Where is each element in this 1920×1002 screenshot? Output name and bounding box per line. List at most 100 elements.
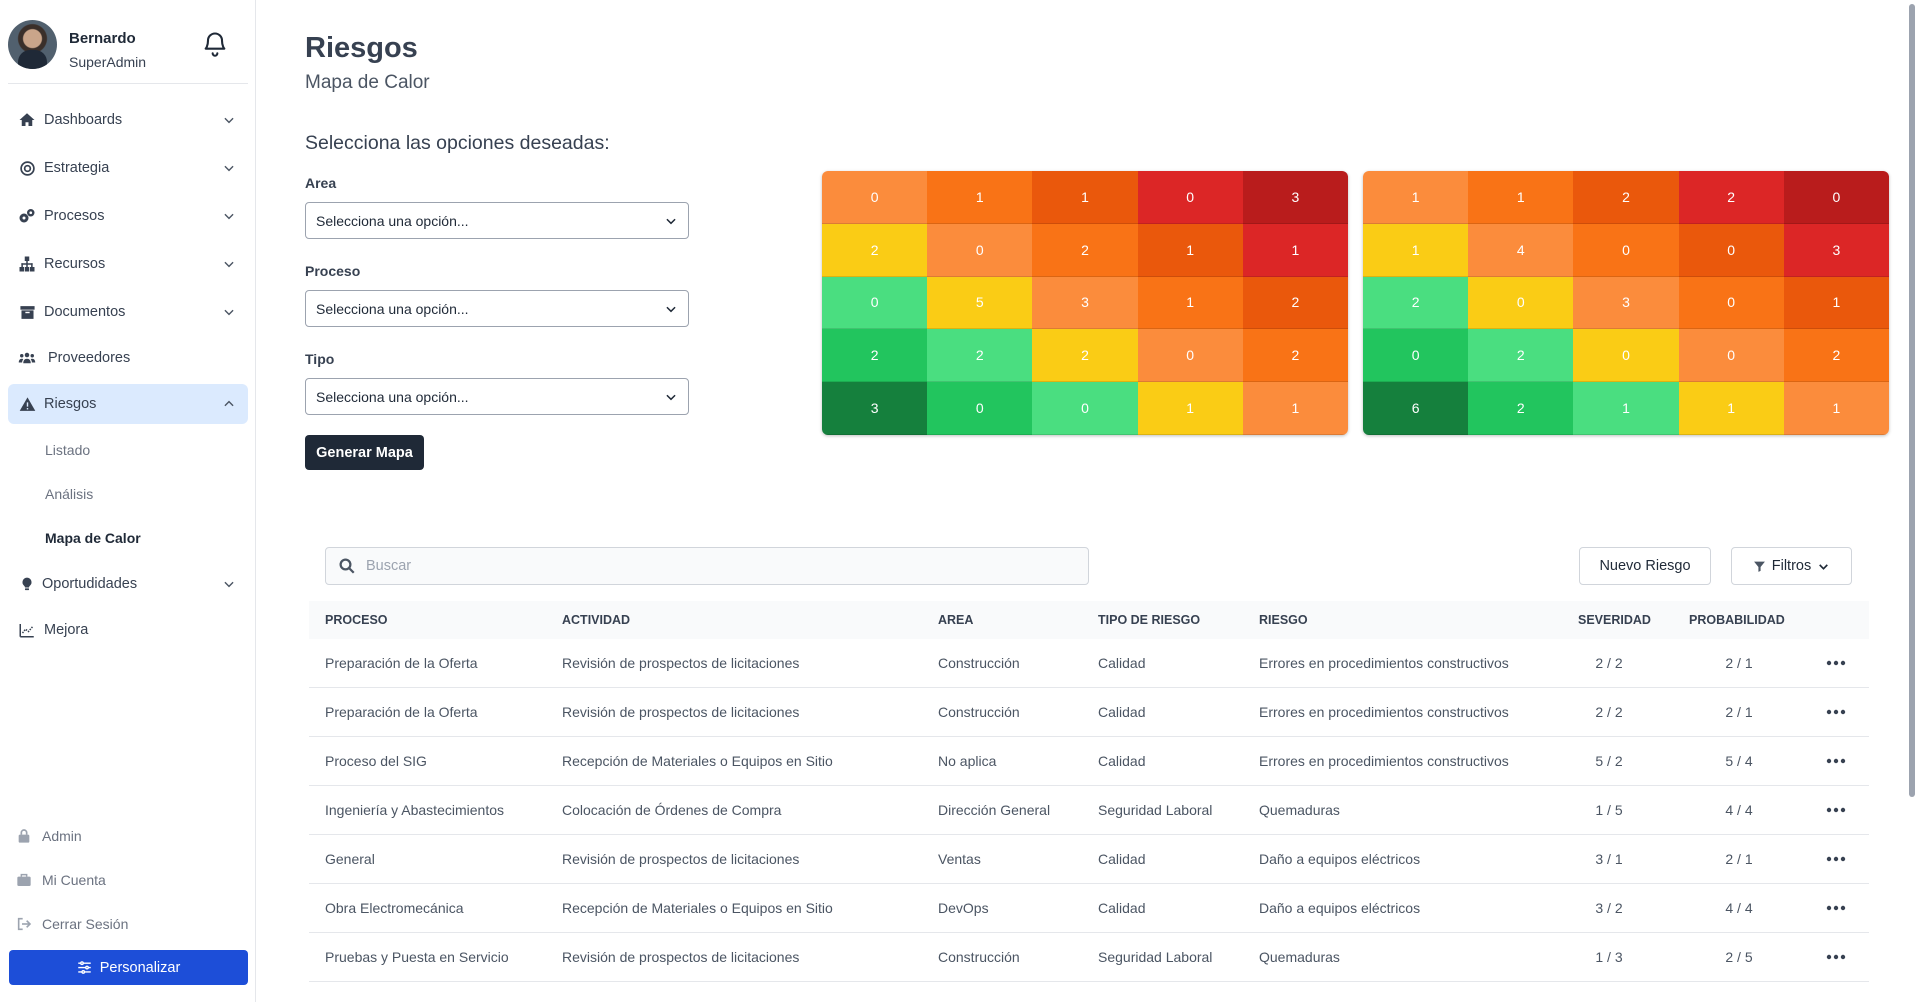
tipo-select[interactable]: Selecciona una opción... <box>305 378 689 415</box>
column-header-area[interactable]: AREA <box>938 613 974 627</box>
column-header-probabilidad[interactable]: PROBABILIDAD <box>1689 613 1785 627</box>
heatmap-cell[interactable]: 2 <box>1032 223 1138 277</box>
personalize-button[interactable]: Personalizar <box>9 950 248 985</box>
heatmap-cell[interactable]: 1 <box>1783 382 1889 435</box>
filters-button[interactable]: Filtros <box>1731 547 1852 585</box>
scrollbar[interactable] <box>1909 4 1915 797</box>
heatmap-cell[interactable]: 1 <box>1032 171 1138 224</box>
heatmap-cell[interactable]: 0 <box>1032 382 1138 435</box>
heatmap-cell[interactable]: 2 <box>1032 329 1138 383</box>
heatmap-cell[interactable]: 2 <box>1242 329 1348 383</box>
heatmap-cell[interactable]: 1 <box>1137 382 1243 435</box>
heatmap-cell[interactable]: 2 <box>1363 276 1469 330</box>
heatmap-cell[interactable]: 0 <box>1678 329 1784 383</box>
heatmap-cell[interactable]: 3 <box>1242 171 1348 224</box>
heatmap-cell[interactable]: 2 <box>1242 276 1348 330</box>
table-row[interactable]: Obra Electromecánica Recepción de Materia… <box>309 884 1869 933</box>
table-row[interactable]: General Revisión de prospectos de licitac… <box>309 835 1869 884</box>
sidebar-item-dashboards[interactable]: Dashboards <box>8 100 248 140</box>
heatmap-cell[interactable]: 0 <box>1573 223 1679 277</box>
heatmap-cell[interactable]: 1 <box>1242 223 1348 277</box>
heatmap-cell[interactable]: 3 <box>822 382 928 435</box>
more-options-icon[interactable] <box>1826 706 1846 718</box>
column-header-tipo-de-riesgo[interactable]: TIPO DE RIESGO <box>1098 613 1201 627</box>
sidebar-item-cerrar-sesion[interactable]: Cerrar Sesión <box>8 908 248 940</box>
bell-icon[interactable] <box>201 30 229 58</box>
avatar[interactable] <box>8 20 57 69</box>
heatmap-cell[interactable]: 6 <box>1363 382 1469 435</box>
heatmap-cell[interactable]: 0 <box>1137 171 1243 224</box>
proceso-select[interactable]: Selecciona una opción... <box>305 290 689 327</box>
heatmap-cell[interactable]: 1 <box>1137 223 1243 277</box>
column-header-proceso[interactable]: PROCESO <box>325 613 388 627</box>
table-cell: Construcción <box>938 949 1020 965</box>
heatmap-cell[interactable]: 4 <box>1468 223 1574 277</box>
heatmap-cell[interactable]: 2 <box>1468 382 1574 435</box>
heatmap-cell[interactable]: 2 <box>1783 329 1889 383</box>
sidebar-item-estrategia[interactable]: Estrategia <box>8 148 248 188</box>
heatmap-cell[interactable]: 1 <box>1363 223 1469 277</box>
heatmap-cell[interactable]: 0 <box>822 276 928 330</box>
more-options-icon[interactable] <box>1826 755 1846 767</box>
sidebar-item-mi-cuenta[interactable]: Mi Cuenta <box>8 864 248 896</box>
heatmap-cell[interactable]: 2 <box>927 329 1033 383</box>
heatmap-cell[interactable]: 1 <box>1678 382 1784 435</box>
more-options-icon[interactable] <box>1826 951 1846 963</box>
heatmap-cell[interactable]: 1 <box>927 171 1033 224</box>
sidebar-item-recursos[interactable]: Recursos <box>8 244 248 284</box>
more-options-icon[interactable] <box>1826 853 1846 865</box>
heatmap-cell[interactable]: 0 <box>1137 329 1243 383</box>
more-options-icon[interactable] <box>1826 804 1846 816</box>
sidebar-subitem-analisis[interactable]: Análisis <box>45 486 94 502</box>
heatmap-cell[interactable]: 2 <box>822 223 928 277</box>
new-risk-button[interactable]: Nuevo Riesgo <box>1579 547 1711 585</box>
search-box[interactable] <box>325 547 1089 585</box>
sidebar-subitem-mapa-de-calor[interactable]: Mapa de Calor <box>45 530 141 546</box>
table-row[interactable]: Proceso del SIG Recepción de Materiales o… <box>309 737 1869 786</box>
heatmap-cell[interactable]: 2 <box>1678 171 1784 224</box>
search-input[interactable] <box>366 558 1066 574</box>
generate-map-button[interactable]: Generar Mapa <box>305 435 424 470</box>
sidebar-item-documentos[interactable]: Documentos <box>8 292 248 332</box>
heatmap-cell[interactable]: 0 <box>927 223 1033 277</box>
heatmap-cell[interactable]: 0 <box>1573 329 1679 383</box>
heatmap-cell[interactable]: 1 <box>1363 171 1469 224</box>
sidebar-item-proveedores[interactable]: Proveedores <box>8 338 248 378</box>
table-row[interactable]: Preparación de la Oferta Revisión de pros… <box>309 639 1869 688</box>
heatmap-cell[interactable]: 0 <box>1678 276 1784 330</box>
heatmap-cell[interactable]: 0 <box>1363 329 1469 383</box>
sidebar-item-procesos[interactable]: Procesos <box>8 196 248 236</box>
heatmap-cell[interactable]: 0 <box>1783 171 1889 224</box>
more-options-icon[interactable] <box>1826 902 1846 914</box>
heatmap-cell[interactable]: 5 <box>927 276 1033 330</box>
sidebar-item-oportudidades[interactable]: Oportudidades <box>8 564 248 604</box>
heatmap-cell[interactable]: 0 <box>1678 223 1784 277</box>
column-header-severidad[interactable]: SEVERIDAD <box>1578 613 1651 627</box>
sidebar-item-mejora[interactable]: Mejora <box>8 610 248 650</box>
heatmap-cell[interactable]: 1 <box>1468 171 1574 224</box>
sidebar-item-riesgos[interactable]: Riesgos <box>8 384 248 424</box>
heatmap-cell[interactable]: 3 <box>1573 276 1679 330</box>
heatmap-cell[interactable]: 2 <box>822 329 928 383</box>
heatmap-cell[interactable]: 1 <box>1573 382 1679 435</box>
heatmap-cell[interactable]: 0 <box>1468 276 1574 330</box>
table-row[interactable]: Pruebas y Puesta en Servicio Revisión de … <box>309 933 1869 982</box>
area-select[interactable]: Selecciona una opción... <box>305 202 689 239</box>
heatmap-cell[interactable]: 2 <box>1573 171 1679 224</box>
more-options-icon[interactable] <box>1826 657 1846 669</box>
heatmap-cell[interactable]: 1 <box>1242 382 1348 435</box>
heatmap-cell[interactable]: 0 <box>927 382 1033 435</box>
heatmap-cell[interactable]: 3 <box>1032 276 1138 330</box>
table-row[interactable]: Ingeniería y Abastecimientos Colocación d… <box>309 786 1869 835</box>
sidebar-subitem-listado[interactable]: Listado <box>45 442 91 458</box>
heatmap-cell[interactable]: 2 <box>1468 329 1574 383</box>
sidebar-item-admin[interactable]: Admin <box>8 820 248 852</box>
heatmap-cell[interactable]: 0 <box>822 171 928 224</box>
column-header-actividad[interactable]: ACTIVIDAD <box>562 613 631 627</box>
user-profile[interactable]: Bernardo SuperAdmin <box>8 20 248 84</box>
heatmap-cell[interactable]: 3 <box>1783 223 1889 277</box>
table-row[interactable]: Preparación de la Oferta Revisión de pros… <box>309 688 1869 737</box>
heatmap-cell[interactable]: 1 <box>1137 276 1243 330</box>
heatmap-cell[interactable]: 1 <box>1783 276 1889 330</box>
column-header-riesgo[interactable]: RIESGO <box>1259 613 1308 627</box>
